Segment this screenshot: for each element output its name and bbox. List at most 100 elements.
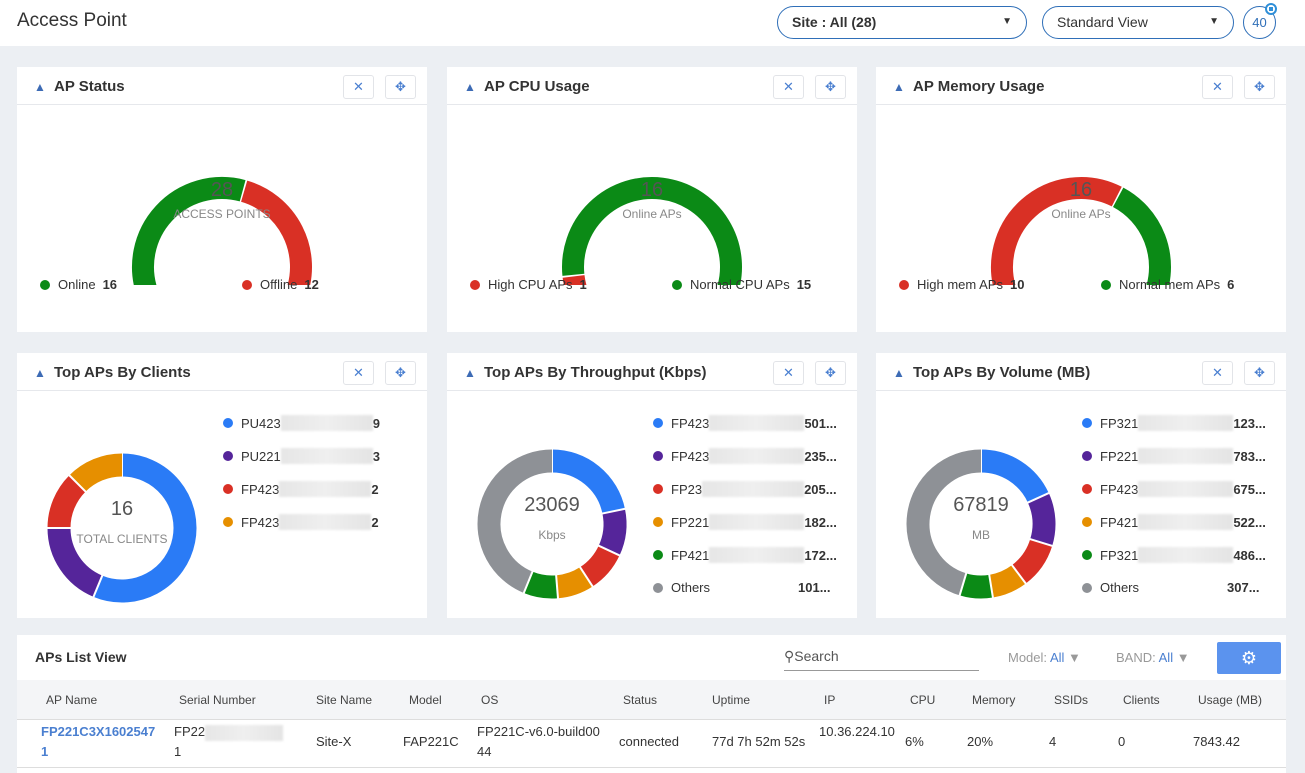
donut-segment[interactable]: [579, 545, 620, 587]
move-button[interactable]: ✥: [385, 75, 416, 99]
close-icon: ✕: [1212, 79, 1223, 94]
gauge-segment-normal-mem-aps[interactable]: [1112, 187, 1171, 285]
donut-chart: [46, 452, 197, 603]
legend-value: 235...: [804, 448, 837, 464]
donut-segment[interactable]: [477, 449, 553, 593]
legend-value: 501...: [804, 415, 837, 431]
legend-value: 307...: [1227, 580, 1260, 595]
segment-divider: [1026, 491, 1051, 505]
legend-item[interactable]: FP423 2: [223, 481, 379, 497]
legend-item[interactable]: FP321 486...: [1082, 547, 1266, 563]
column-header[interactable]: Uptime: [712, 693, 751, 707]
donut-segment[interactable]: [906, 449, 982, 596]
legend-item[interactable]: Others 101...: [653, 580, 831, 595]
legend-item[interactable]: Offline 12: [242, 277, 319, 292]
column-header[interactable]: AP Name: [46, 693, 98, 707]
site-select[interactable]: Site : All (28) ▼: [777, 6, 1027, 39]
column-header[interactable]: Memory: [972, 693, 1016, 707]
close-button[interactable]: ✕: [343, 75, 374, 99]
move-icon: ✥: [395, 365, 406, 380]
gauge-segment-normal-cpu-aps[interactable]: [562, 177, 742, 285]
gauge-segment-online[interactable]: [132, 177, 246, 285]
donut-segment[interactable]: [551, 449, 625, 514]
donut-segment[interactable]: [980, 449, 1049, 504]
column-header[interactable]: OS: [481, 693, 499, 707]
donut-segment[interactable]: [959, 573, 993, 599]
legend-item[interactable]: FP423 501...: [653, 415, 837, 431]
close-button[interactable]: ✕: [1202, 361, 1233, 385]
column-header[interactable]: Clients: [1123, 693, 1160, 707]
donut-segment[interactable]: [69, 453, 123, 492]
search-input[interactable]: ⚲Search: [784, 645, 979, 671]
column-header[interactable]: SSIDs: [1054, 693, 1089, 707]
move-button[interactable]: ✥: [815, 75, 846, 99]
view-select[interactable]: Standard View ▼: [1042, 6, 1234, 39]
segment-divider: [596, 544, 622, 557]
legend-item[interactable]: FP421 522...: [1082, 514, 1266, 530]
table-row[interactable]: FP221C3X16025471 FP22 1 Site-X FAP221C FP221C…: [17, 720, 1286, 768]
donut-segment[interactable]: [47, 527, 103, 597]
legend-item[interactable]: FP423 2: [223, 514, 379, 530]
notifications-button[interactable]: 40: [1243, 3, 1277, 39]
legend-item[interactable]: FP221 182...: [653, 514, 837, 530]
legend-item[interactable]: FP23 205...: [653, 481, 837, 497]
band-filter[interactable]: BAND: All ▼: [1116, 650, 1190, 665]
donut-segment[interactable]: [47, 475, 86, 529]
gauge-segment-high-cpu-aps[interactable]: [562, 274, 587, 285]
legend-item[interactable]: FP221 783...: [1082, 448, 1266, 464]
legend-item[interactable]: PU423 9: [223, 415, 380, 431]
column-header[interactable]: Site Name: [316, 693, 373, 707]
donut-segment[interactable]: [1011, 538, 1053, 584]
move-button[interactable]: ✥: [815, 361, 846, 385]
column-header[interactable]: Usage (MB): [1198, 693, 1263, 707]
legend-label: High CPU APs: [488, 277, 573, 292]
uptime: 77d 7h 52m 52s: [712, 734, 806, 749]
move-button[interactable]: ✥: [1244, 361, 1275, 385]
legend-item[interactable]: Normal CPU APs 15: [672, 277, 811, 292]
ap-name-link[interactable]: FP221C3X16025471: [41, 724, 156, 759]
move-button[interactable]: ✥: [385, 361, 416, 385]
legend-item[interactable]: High mem APs 10: [899, 277, 1024, 292]
donut-segment[interactable]: [988, 564, 1026, 598]
donut-segment[interactable]: [598, 508, 627, 556]
legend-item[interactable]: FP421 172...: [653, 547, 837, 563]
close-button[interactable]: ✕: [773, 361, 804, 385]
close-button[interactable]: ✕: [343, 361, 374, 385]
legend-item[interactable]: FP423 675...: [1082, 481, 1266, 497]
column-header[interactable]: Model: [409, 693, 442, 707]
card-top-throughput: ▲ Top APs By Throughput (Kbps) ✕ ✥ 23069 Kbps…: [447, 353, 857, 618]
gauge-segment-offline[interactable]: [240, 180, 312, 285]
legend-value: 123...: [1233, 415, 1266, 431]
page-title: Access Point: [17, 10, 127, 31]
legend-dot-icon: [242, 279, 252, 290]
legend-item[interactable]: Online 16: [40, 277, 117, 292]
settings-button[interactable]: ⚙: [1217, 642, 1281, 674]
column-header[interactable]: IP: [824, 693, 836, 707]
legend-item[interactable]: FP423 235...: [653, 448, 837, 464]
legend-item[interactable]: High CPU APs 1: [470, 277, 587, 292]
donut-segment[interactable]: [523, 571, 558, 599]
redacted-serial: [709, 547, 805, 563]
column-header[interactable]: CPU: [910, 693, 936, 707]
column-header[interactable]: Serial Number: [179, 693, 256, 707]
card-header: ▲ AP CPU Usage ✕ ✥: [447, 67, 857, 105]
redacted-serial: [1138, 547, 1234, 563]
segment-divider: [1010, 563, 1028, 586]
card-ap-status: ▲ AP Status ✕ ✥ 28 ACCESS POINTS Online 16 Offli…: [17, 67, 427, 332]
donut-segment[interactable]: [1027, 493, 1056, 546]
legend-dot-icon: [40, 279, 50, 290]
gauge-segment-high-mem-aps[interactable]: [991, 177, 1122, 285]
close-button[interactable]: ✕: [1202, 75, 1233, 99]
donut-segment[interactable]: [555, 566, 593, 599]
legend-item[interactable]: Normal mem APs 6: [1101, 277, 1234, 292]
column-header[interactable]: Status: [623, 693, 658, 707]
legend-item[interactable]: Others 307...: [1082, 580, 1260, 595]
move-button[interactable]: ✥: [1244, 75, 1275, 99]
legend-value: 3: [372, 448, 380, 464]
model-filter[interactable]: Model: All ▼: [1008, 650, 1081, 665]
legend-item[interactable]: FP321 123...: [1082, 415, 1266, 431]
legend-item[interactable]: PU221 3: [223, 448, 380, 464]
status: connected: [619, 734, 679, 749]
donut-segment[interactable]: [93, 453, 197, 603]
close-button[interactable]: ✕: [773, 75, 804, 99]
